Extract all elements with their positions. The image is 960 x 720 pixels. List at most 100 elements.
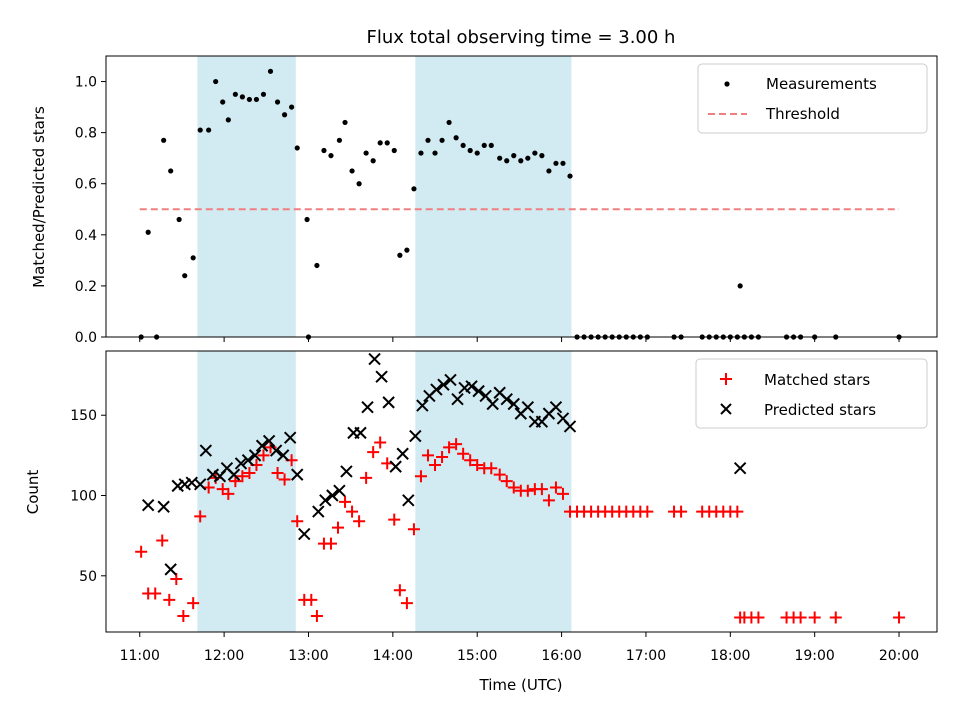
x-tick-label: 19:00 [794,648,834,664]
matched-point [388,513,401,526]
measurement-point [328,153,334,159]
matched-point [367,446,380,459]
measurement-point [321,147,327,154]
matched-point [521,484,534,497]
top-y-axis-label: Matched/Predicted stars [30,106,48,288]
matched-point [500,475,513,488]
measurement-point [349,168,355,174]
measurement-point [553,160,559,166]
measurement-point [239,94,245,100]
matched-point [493,468,506,481]
measurement-point [145,229,151,235]
predicted-point [291,468,304,481]
measurement-point [460,142,466,149]
bottom-legend: Matched stars Predicted stars [695,358,928,429]
matched-point [324,537,337,550]
x-tick-label: 13:00 [288,648,328,664]
predicted-point [269,444,283,457]
matched-point [222,487,235,500]
x-tick-label: 20:00 [879,648,919,664]
predicted-point [733,462,747,475]
matched-point [271,467,284,480]
matched-point [187,597,200,610]
x-tick-label: 18:00 [710,648,750,664]
measurement-point [356,181,362,187]
legend-predicted-marker [720,403,732,415]
matched-point [332,521,345,534]
top-y-tick-label: 0.2 [75,279,97,295]
x-tick-label: 16:00 [541,648,581,664]
bottom-x-ticks: 11:00 12:00 13:00 14:00 15:00 16:00 17:00 18:00… [120,632,919,664]
measurement-point [532,150,538,156]
measurement-point [432,150,438,156]
predicted-point [312,505,325,518]
top-axes-frame [105,55,938,338]
matched-point [443,441,456,454]
predicted-point [340,465,353,478]
matched-point [808,611,821,624]
predicted-point [409,429,422,443]
matched-point [471,459,484,472]
measurement-point [225,117,231,123]
predicted-point [354,426,367,440]
measurement-point [397,252,403,258]
chart-title: Flux total observing time = 3.00 h [367,27,676,48]
measurement-point [425,137,431,143]
matched-point [450,438,463,451]
measurement-point [539,153,545,159]
x-axis-label: Time (UTC) [479,676,563,694]
measurement-point [453,135,459,141]
predicted-point [276,449,290,462]
bottom-y-tick-label: 50 [79,569,97,585]
measurement-point [518,158,524,164]
matched-point [170,573,183,586]
measurement-point [260,91,267,97]
matched-point [429,459,442,472]
predicted-point [326,489,339,502]
measurement-point [176,216,182,223]
measurement-point [411,186,417,192]
x-tick-label: 11:00 [120,648,160,664]
measurement-point [161,137,167,143]
matched-point [507,481,520,494]
measurement-point [504,158,510,164]
predicted-point [283,431,297,444]
matched-point [675,505,688,518]
measurement-point [294,145,300,151]
bottom-y-tick-label: 100 [70,489,97,505]
top-y-tick-label: 0.8 [75,126,97,142]
matched-point [829,611,842,624]
measurement-point [182,273,188,279]
measurement-point [446,119,452,126]
bottom-legend-box [695,358,928,429]
matched-point [414,470,427,483]
bottom-shaded-interval-1 [197,351,296,632]
predicted-point [255,439,269,452]
matched-point [346,505,359,518]
x-tick-label: 17:00 [626,648,666,664]
matched-point [893,611,906,624]
matched-point [731,505,744,518]
x-tick-label: 12:00 [204,648,244,664]
predicted-point [451,392,464,406]
predicted-point [157,500,170,513]
top-panel: 0.0 0.2 0.4 0.6 0.8 1.0 Matched/Predicted sta… [30,55,938,346]
measurement-point [206,127,212,133]
predicted-point [262,434,276,448]
predicted-point [194,478,207,491]
matched-point [310,609,323,622]
matched-point [535,483,548,496]
matched-point [360,471,373,484]
predicted-point [416,399,429,412]
matched-point [421,449,434,462]
measurement-point [377,140,383,146]
x-tick-label: 14:00 [373,648,413,664]
top-y-ticks: 0.0 0.2 0.4 0.6 0.8 1.0 [75,75,106,346]
measurement-point [370,158,376,164]
legend-measurements-marker [724,81,730,87]
measurement-point [546,168,552,174]
matched-point [243,467,256,480]
matched-point [407,523,420,536]
matched-point [236,470,249,483]
top-shaded-interval-2 [415,56,572,337]
